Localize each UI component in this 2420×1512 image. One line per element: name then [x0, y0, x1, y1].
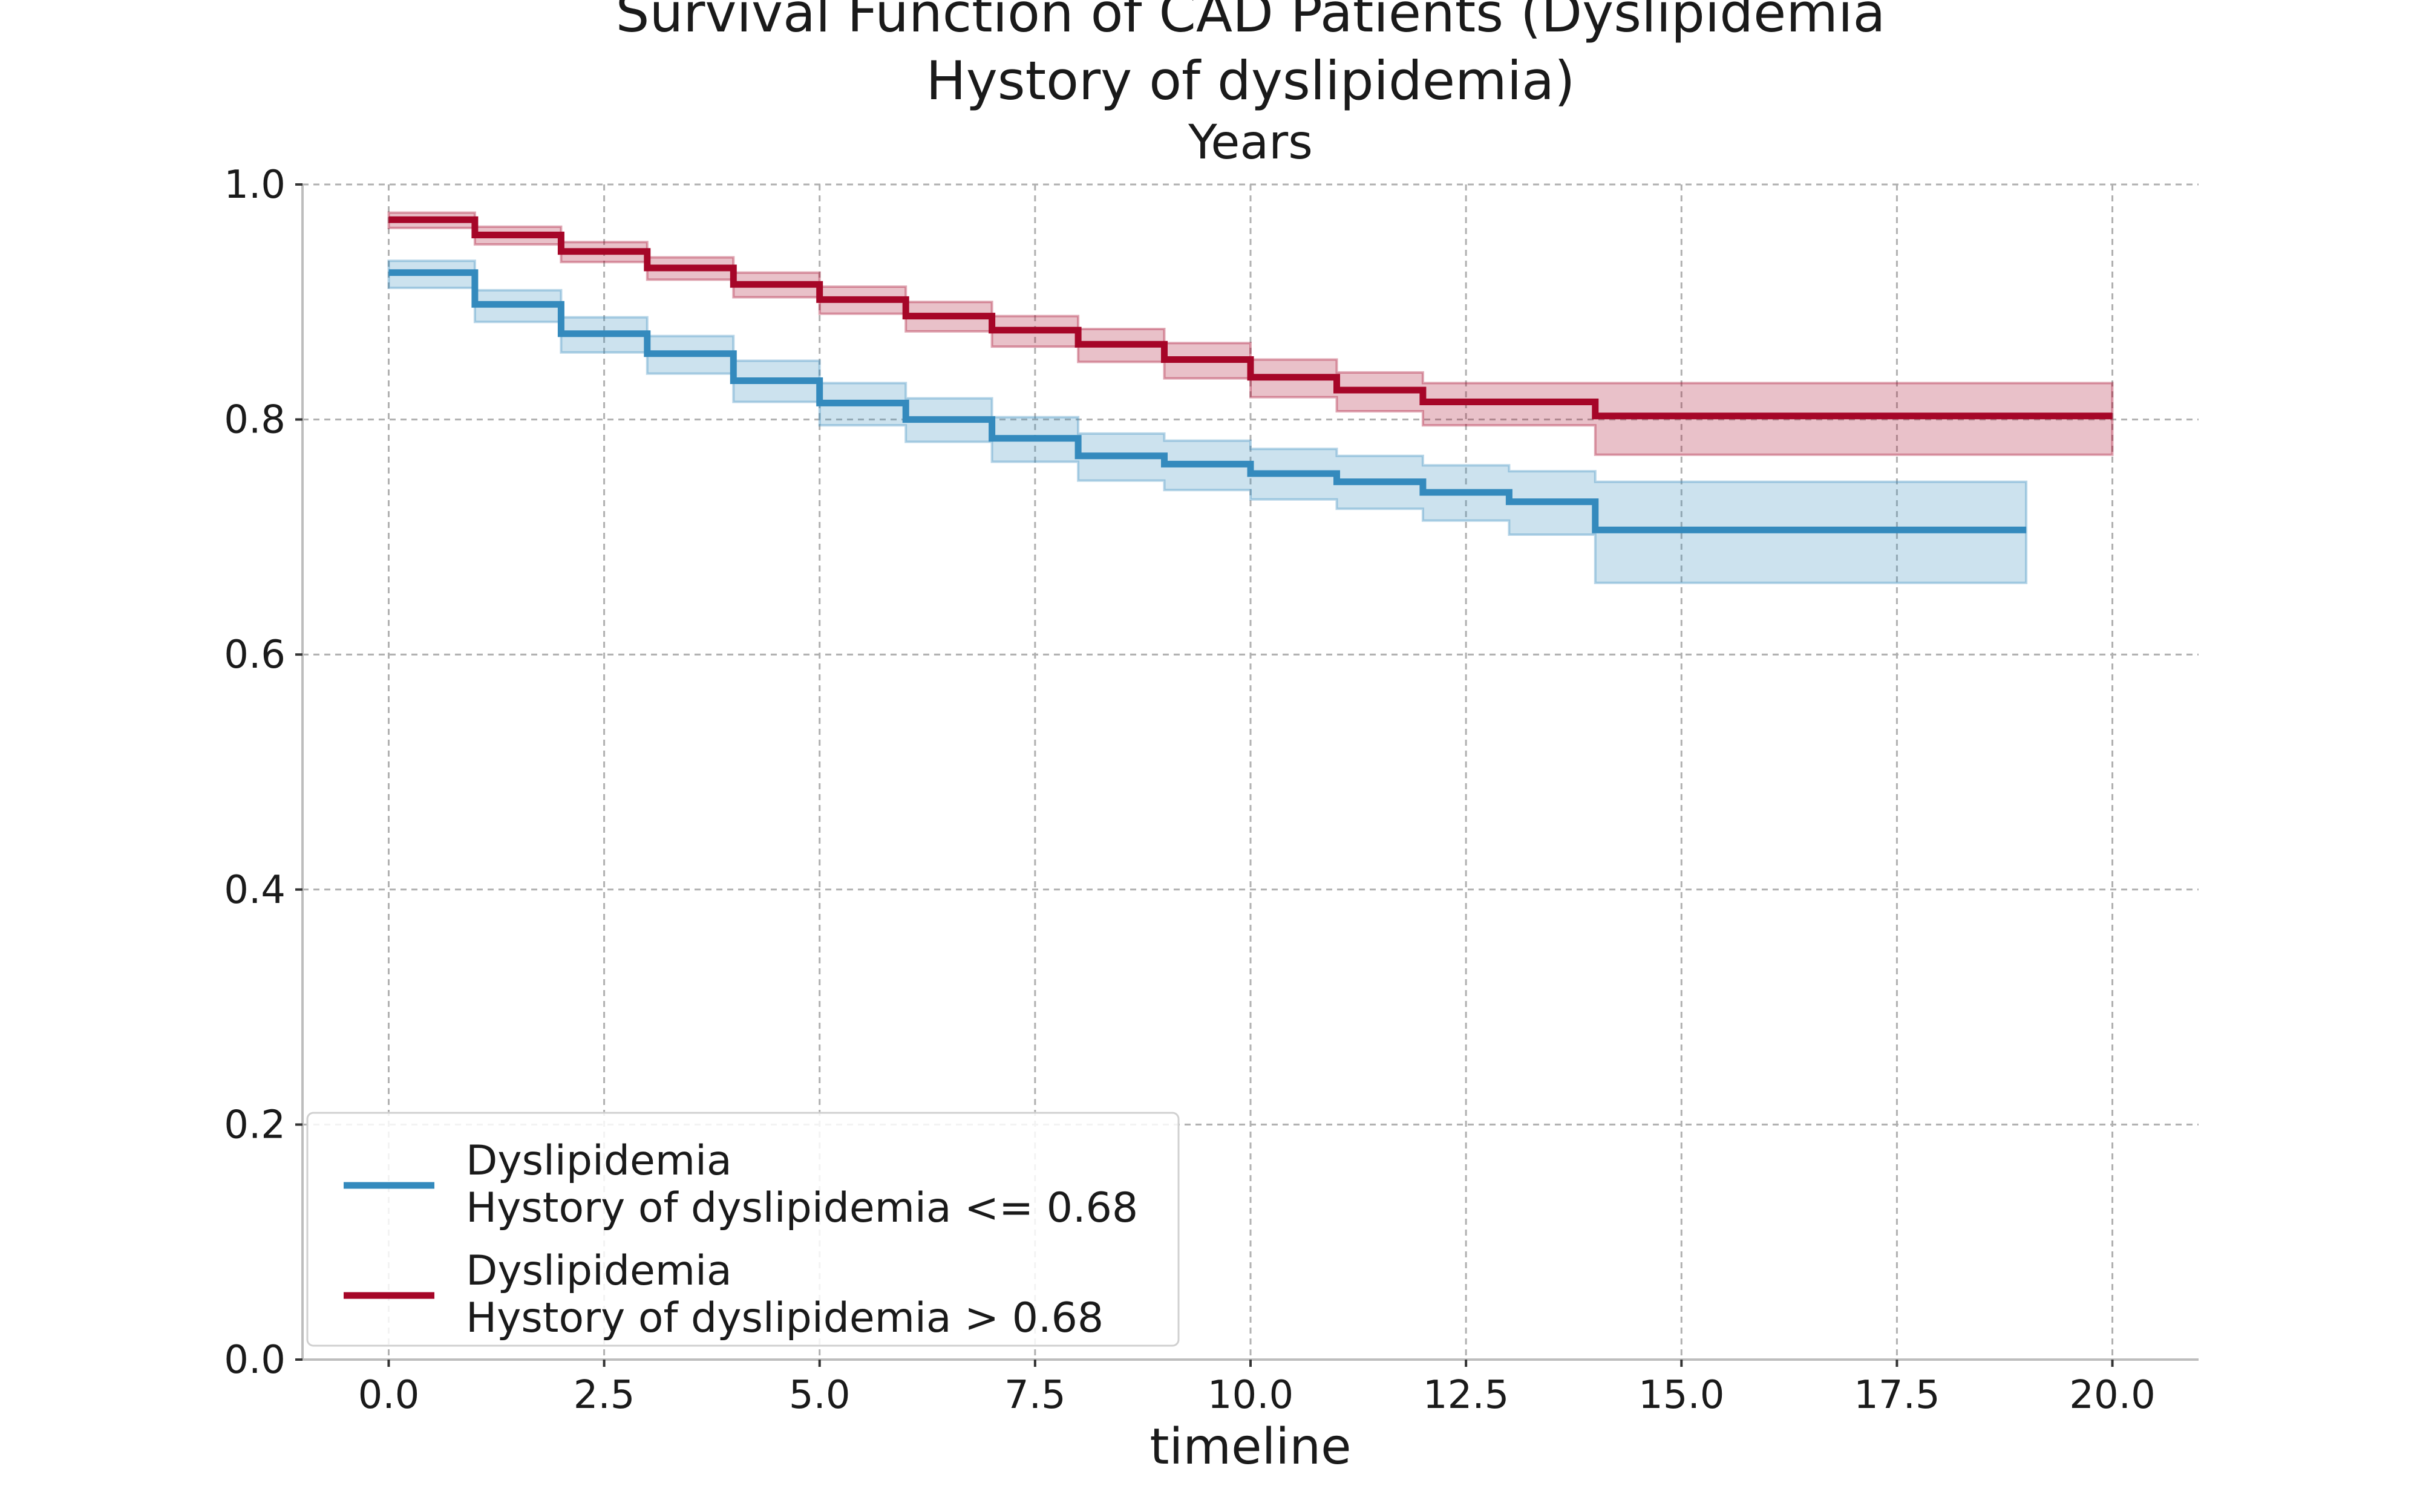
x-tick-label: 17.5 [1854, 1373, 1940, 1418]
x-axis-ticks: 0.0 2.5 5.0 7.5 10.0 12.5 15.0 17.5 20.0 [358, 1360, 2156, 1418]
survival-lines [388, 216, 2113, 533]
confidence-band-series-2 [387, 211, 2114, 456]
y-tick-label: 0.0 [224, 1338, 286, 1383]
x-tick-label: 15.0 [1638, 1373, 1725, 1418]
y-tick-label: 1.0 [224, 163, 286, 207]
chart-title-line-2: Hystory of dyslipidemia) [926, 50, 1575, 112]
x-tick-label: 7.5 [1004, 1373, 1066, 1418]
survival-line-series-1 [388, 269, 2027, 533]
x-tick-label: 0.0 [358, 1373, 420, 1418]
y-tick-label: 0.4 [224, 868, 286, 913]
chart-subtitle: Years [1188, 116, 1313, 170]
chart-title: Survival Function of CAD Patients (Dysli… [616, 0, 1886, 112]
x-tick-label: 5.0 [789, 1373, 851, 1418]
y-tick-label: 0.6 [224, 633, 286, 677]
x-tick-label: 20.0 [2069, 1373, 2156, 1418]
y-tick-label: 0.8 [224, 398, 286, 443]
chart-title-line-1: Survival Function of CAD Patients (Dysli… [616, 0, 1886, 44]
legend-box [306, 1112, 1180, 1347]
y-axis-ticks: 0.0 0.2 0.4 0.6 0.8 1.0 [224, 163, 302, 1383]
x-axis-label: timeline [1150, 1418, 1351, 1476]
x-tick-label: 2.5 [574, 1373, 635, 1418]
survival-line-series-2 [388, 216, 2113, 420]
legend-label-series-2: Hystory of dyslipidemia > 0.68 [466, 1294, 1104, 1342]
y-tick-label: 0.2 [224, 1103, 286, 1147]
legend-label-series-1: Hystory of dyslipidemia <= 0.68 [466, 1184, 1138, 1232]
legend-label-series-2: Dyslipidemia [466, 1247, 732, 1295]
x-tick-label: 12.5 [1423, 1373, 1509, 1418]
legend-label-series-1: Dyslipidemia [466, 1137, 732, 1185]
grid-lines [302, 183, 2199, 1360]
x-tick-label: 10.0 [1208, 1373, 1294, 1418]
